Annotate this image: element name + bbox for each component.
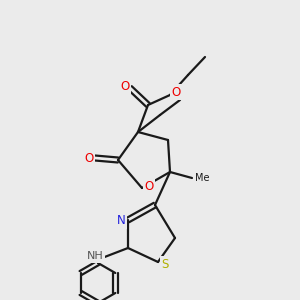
Text: O: O	[84, 152, 94, 164]
Text: O: O	[120, 80, 130, 92]
Text: S: S	[161, 257, 169, 271]
Text: O: O	[171, 85, 181, 98]
Text: NH: NH	[87, 251, 103, 261]
Text: Me: Me	[195, 173, 209, 183]
Text: O: O	[144, 179, 154, 193]
Text: N: N	[117, 214, 125, 227]
